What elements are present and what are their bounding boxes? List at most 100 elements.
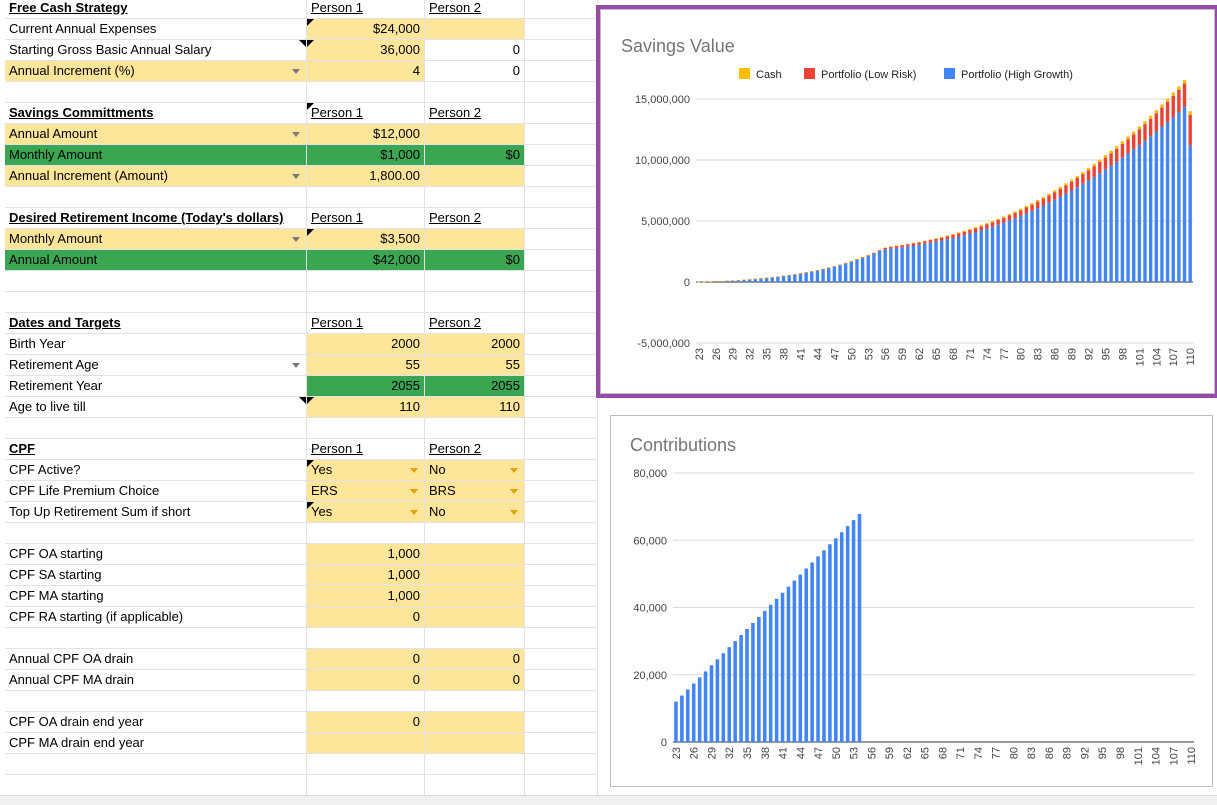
grid-cell[interactable] bbox=[5, 418, 307, 439]
dropdown-arrow-icon[interactable] bbox=[292, 69, 300, 74]
dropdown-arrow-icon[interactable] bbox=[510, 489, 518, 494]
grid-cell[interactable]: $24,000 bbox=[307, 19, 425, 40]
grid-cell[interactable] bbox=[425, 733, 525, 754]
grid-cell[interactable] bbox=[425, 544, 525, 565]
grid-cell[interactable]: 1,000 bbox=[307, 586, 425, 607]
grid-cell[interactable]: 2055 bbox=[425, 376, 525, 397]
grid-cell[interactable] bbox=[425, 19, 525, 40]
grid-cell[interactable] bbox=[525, 565, 598, 586]
grid-cell[interactable] bbox=[307, 271, 425, 292]
grid-cell[interactable]: Person 1 bbox=[307, 313, 425, 334]
grid-cell[interactable] bbox=[525, 544, 598, 565]
grid-cell[interactable] bbox=[525, 313, 598, 334]
grid-cell[interactable] bbox=[525, 229, 598, 250]
grid-cell[interactable] bbox=[525, 376, 598, 397]
grid-cell[interactable] bbox=[5, 82, 307, 103]
grid-cell[interactable] bbox=[307, 754, 425, 775]
grid-cell[interactable]: Annual Increment (%) bbox=[5, 61, 307, 82]
grid-cell[interactable]: Savings Committments bbox=[5, 103, 307, 124]
grid-cell[interactable] bbox=[525, 187, 598, 208]
grid-cell[interactable]: Yes bbox=[307, 502, 425, 523]
grid-cell[interactable] bbox=[5, 691, 307, 712]
grid-cell[interactable]: Yes bbox=[307, 460, 425, 481]
grid-cell[interactable] bbox=[525, 40, 598, 61]
spreadsheet-grid[interactable]: Free Cash Strategy Person 1 Person 2 Curren… bbox=[0, 0, 598, 804]
grid-cell[interactable]: Top Up Retirement Sum if short bbox=[5, 502, 307, 523]
grid-cell[interactable] bbox=[307, 628, 425, 649]
grid-cell[interactable] bbox=[5, 292, 307, 313]
grid-cell[interactable]: CPF Life Premium Choice bbox=[5, 481, 307, 502]
grid-cell[interactable] bbox=[525, 397, 598, 418]
grid-cell[interactable] bbox=[525, 733, 598, 754]
grid-cell[interactable]: CPF OA starting bbox=[5, 544, 307, 565]
grid-cell[interactable]: 2000 bbox=[425, 334, 525, 355]
grid-cell[interactable]: Person 2 bbox=[425, 0, 525, 19]
grid-cell[interactable]: Person 2 bbox=[425, 103, 525, 124]
grid-cell[interactable]: Dates and Targets bbox=[5, 313, 307, 334]
dropdown-arrow-icon[interactable] bbox=[410, 489, 418, 494]
grid-cell[interactable] bbox=[307, 292, 425, 313]
grid-cell[interactable] bbox=[307, 523, 425, 544]
grid-cell[interactable] bbox=[525, 670, 598, 691]
grid-cell[interactable]: CPF SA starting bbox=[5, 565, 307, 586]
grid-cell[interactable] bbox=[525, 334, 598, 355]
grid-cell[interactable] bbox=[525, 19, 598, 40]
dropdown-arrow-icon[interactable] bbox=[292, 237, 300, 242]
grid-cell[interactable]: CPF OA drain end year bbox=[5, 712, 307, 733]
grid-cell[interactable]: Person 2 bbox=[425, 439, 525, 460]
grid-cell[interactable]: Person 2 bbox=[425, 313, 525, 334]
grid-cell[interactable]: 0 bbox=[425, 61, 525, 82]
grid-cell[interactable] bbox=[5, 271, 307, 292]
grid-cell[interactable]: Desired Retirement Income (Today's dolla… bbox=[5, 208, 307, 229]
grid-cell[interactable] bbox=[525, 145, 598, 166]
grid-cell[interactable]: Person 1 bbox=[307, 439, 425, 460]
savings-value-chart[interactable]: Savings Value Cash Portfolio (Low Risk) … bbox=[596, 5, 1217, 398]
grid-cell[interactable] bbox=[307, 691, 425, 712]
grid-cell[interactable]: Annual CPF OA drain bbox=[5, 649, 307, 670]
grid-cell[interactable]: Annual CPF MA drain bbox=[5, 670, 307, 691]
grid-cell[interactable]: Monthly Amount bbox=[5, 229, 307, 250]
grid-cell[interactable] bbox=[425, 124, 525, 145]
grid-cell[interactable]: ERS bbox=[307, 481, 425, 502]
grid-cell[interactable]: Person 1 bbox=[307, 0, 425, 19]
dropdown-arrow-icon[interactable] bbox=[292, 174, 300, 179]
grid-cell[interactable] bbox=[525, 208, 598, 229]
grid-cell[interactable]: 0 bbox=[425, 649, 525, 670]
grid-cell[interactable] bbox=[525, 61, 598, 82]
grid-cell[interactable] bbox=[525, 775, 598, 796]
grid-cell[interactable] bbox=[425, 775, 525, 796]
grid-cell[interactable]: 1,000 bbox=[307, 565, 425, 586]
grid-cell[interactable]: $1,000 bbox=[307, 145, 425, 166]
grid-cell[interactable] bbox=[525, 754, 598, 775]
grid-cell[interactable] bbox=[425, 292, 525, 313]
grid-cell[interactable]: 0 bbox=[307, 607, 425, 628]
grid-cell[interactable] bbox=[525, 355, 598, 376]
grid-cell[interactable] bbox=[425, 691, 525, 712]
grid-cell[interactable]: BRS bbox=[425, 481, 525, 502]
grid-cell[interactable] bbox=[525, 586, 598, 607]
grid-cell[interactable] bbox=[307, 82, 425, 103]
dropdown-arrow-icon[interactable] bbox=[410, 468, 418, 473]
grid-cell[interactable]: 55 bbox=[425, 355, 525, 376]
grid-cell[interactable]: $12,000 bbox=[307, 124, 425, 145]
grid-cell[interactable]: CPF RA starting (if applicable) bbox=[5, 607, 307, 628]
grid-cell[interactable]: 2055 bbox=[307, 376, 425, 397]
grid-cell[interactable]: 1,000 bbox=[307, 544, 425, 565]
grid-cell[interactable] bbox=[307, 187, 425, 208]
grid-cell[interactable]: 0 bbox=[307, 670, 425, 691]
grid-cell[interactable] bbox=[525, 103, 598, 124]
grid-cell[interactable]: 2000 bbox=[307, 334, 425, 355]
grid-cell[interactable] bbox=[425, 586, 525, 607]
grid-cell[interactable] bbox=[425, 82, 525, 103]
grid-cell[interactable]: Annual Increment (Amount) bbox=[5, 166, 307, 187]
grid-cell[interactable]: 110 bbox=[425, 397, 525, 418]
grid-cell[interactable]: CPF bbox=[5, 439, 307, 460]
grid-cell[interactable] bbox=[525, 649, 598, 670]
grid-cell[interactable] bbox=[525, 439, 598, 460]
grid-cell[interactable]: 55 bbox=[307, 355, 425, 376]
grid-cell[interactable] bbox=[5, 523, 307, 544]
grid-cell[interactable]: Starting Gross Basic Annual Salary bbox=[5, 40, 307, 61]
grid-cell[interactable]: Retirement Year bbox=[5, 376, 307, 397]
grid-cell[interactable] bbox=[525, 0, 598, 19]
grid-cell[interactable]: $42,000 bbox=[307, 250, 425, 271]
